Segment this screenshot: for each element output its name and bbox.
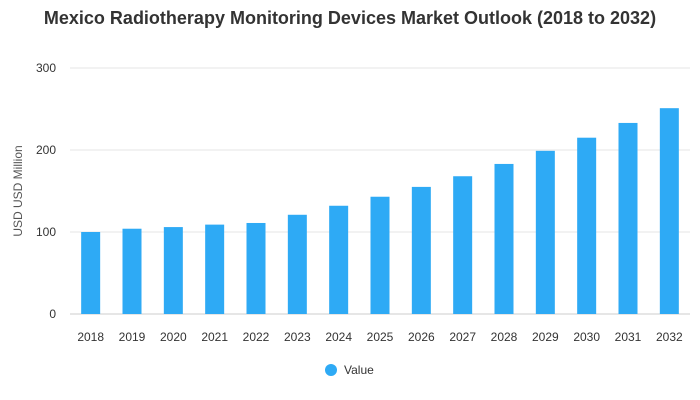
bar-2019 xyxy=(122,228,142,314)
bar-2032 xyxy=(659,108,679,315)
x-tick-label: 2028 xyxy=(491,330,518,344)
x-tick-label: 2025 xyxy=(367,330,394,344)
bar-2026 xyxy=(411,186,431,314)
x-tick-label: 2027 xyxy=(449,330,476,344)
bar-2027 xyxy=(453,176,473,314)
y-tick-label: 0 xyxy=(49,307,56,321)
y-tick-label: 200 xyxy=(36,143,56,157)
x-tick-label: 2018 xyxy=(77,330,104,344)
bar-2021 xyxy=(205,224,225,314)
x-tick-label: 2031 xyxy=(615,330,642,344)
bar-2018 xyxy=(81,232,101,314)
x-tick-label: 2030 xyxy=(573,330,600,344)
bar-2029 xyxy=(535,150,555,314)
legend-marker xyxy=(325,364,337,376)
chart-title: Mexico Radiotherapy Monitoring Devices M… xyxy=(43,8,657,28)
legend-label: Value xyxy=(344,363,374,377)
bar-2030 xyxy=(577,137,597,314)
bar-2023 xyxy=(287,214,307,314)
x-tick-label: 2022 xyxy=(243,330,270,344)
bar-2024 xyxy=(329,205,349,314)
x-tick-label: 2019 xyxy=(119,330,146,344)
x-tick-label: 2026 xyxy=(408,330,435,344)
y-tick-label: 300 xyxy=(36,61,56,75)
x-tick-label: 2023 xyxy=(284,330,311,344)
bar-2028 xyxy=(494,163,514,314)
x-tick-label: 2021 xyxy=(201,330,228,344)
y-axis-label: USD USD Million xyxy=(11,145,25,236)
bar-2020 xyxy=(163,227,183,314)
x-tick-label: 2020 xyxy=(160,330,187,344)
x-tick-label: 2032 xyxy=(656,330,683,344)
bar-2022 xyxy=(246,222,266,314)
bar-2031 xyxy=(618,122,638,314)
y-tick-label: 100 xyxy=(36,225,56,239)
x-tick-label: 2029 xyxy=(532,330,559,344)
bar-2025 xyxy=(370,196,390,314)
x-tick-label: 2024 xyxy=(325,330,352,344)
